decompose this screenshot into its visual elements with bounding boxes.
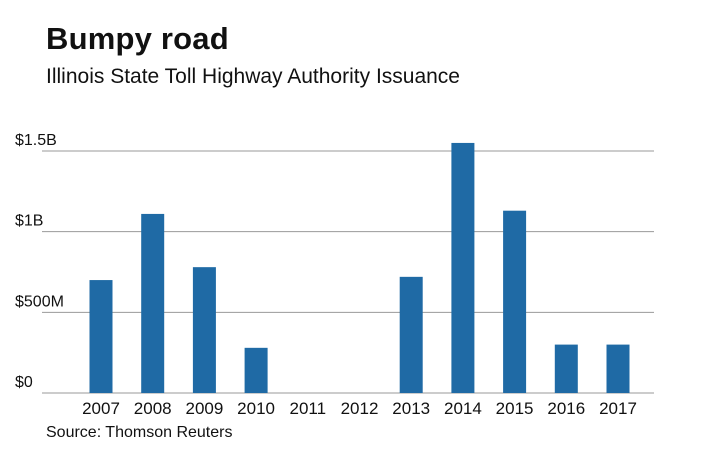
bar-2014 [451,142,475,393]
x-tick-label: 2010 [237,399,275,418]
x-tick-label: 2016 [547,399,585,418]
bars [89,142,630,393]
bar-2009 [192,267,216,393]
x-tick-label: 2007 [82,399,120,418]
bar-2015 [503,210,527,393]
chart-title: Bumpy road [46,21,229,56]
chart-subtitle: Illinois State Toll Highway Authority Is… [46,65,460,88]
bar-2017 [606,344,630,393]
y-tick-label: $1.5B [15,132,57,149]
bar-2007 [89,280,113,393]
bar-2008 [141,213,165,393]
x-axis-tick-labels: 2007 2008 2009 2010 2011 2012 2013 2014 2015 2016… [82,399,637,418]
x-tick-label: 2008 [134,399,172,418]
y-tick-label: $500M [15,293,64,310]
y-tick-label: $0 [15,374,33,391]
bar-2010 [244,347,268,393]
x-tick-label: 2014 [444,399,482,418]
x-tick-label: 2013 [392,399,430,418]
bar-2013 [399,276,423,393]
y-axis-tick-labels: $0 $500M $1B $1.5B [15,132,64,391]
bar-2016 [554,344,578,393]
x-tick-label: 2015 [496,399,534,418]
x-tick-label: 2011 [290,399,327,418]
x-tick-label: 2012 [341,399,379,418]
x-tick-label: 2017 [599,399,637,418]
y-tick-label: $1B [15,213,43,230]
x-tick-label: 2009 [185,399,223,418]
source-note: Source: Thomson Reuters [46,424,233,441]
